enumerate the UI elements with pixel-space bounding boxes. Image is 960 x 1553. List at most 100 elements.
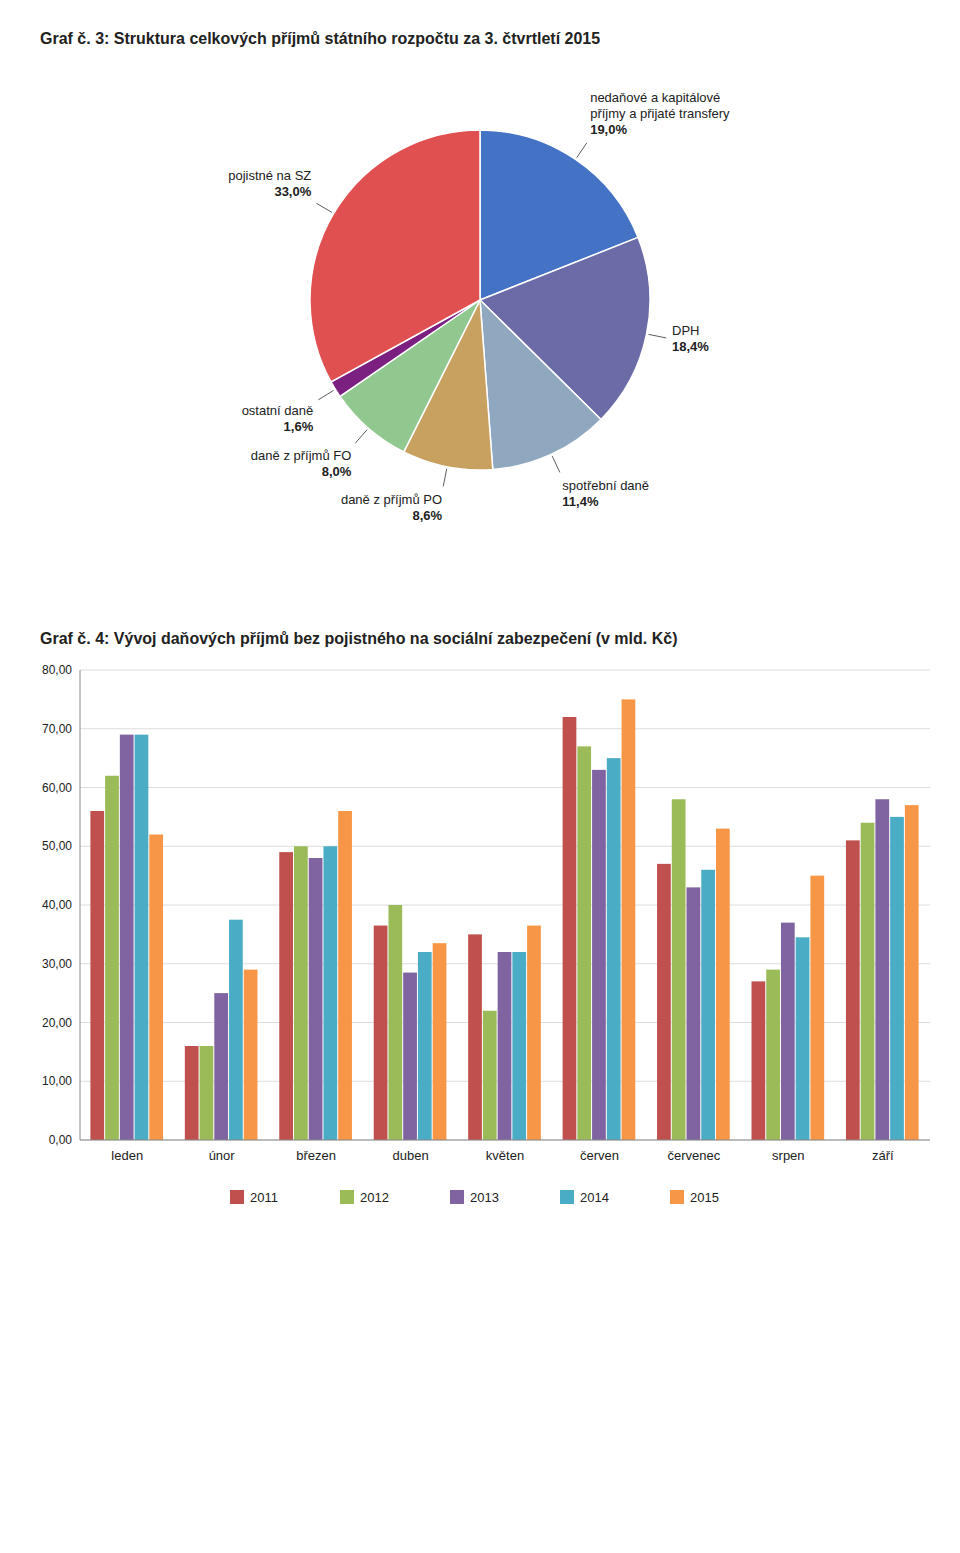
bar	[279, 852, 293, 1140]
legend-entry: 2014	[580, 1190, 609, 1205]
y-tick-label: 40,00	[42, 898, 72, 912]
legend-swatch	[560, 1190, 574, 1204]
legend-swatch	[340, 1190, 354, 1204]
bar	[90, 811, 104, 1140]
data-label: 33,0%	[274, 184, 311, 199]
bar	[890, 817, 904, 1140]
bar	[592, 770, 606, 1140]
bar	[418, 952, 432, 1140]
pie-slice	[310, 130, 480, 382]
bar	[388, 905, 402, 1140]
x-tick-label: březen	[296, 1148, 336, 1163]
chart-canvas: Graf č. 3: Struktura celkových příjmů st…	[0, 0, 960, 1553]
pie-slices	[310, 130, 650, 470]
bar	[752, 981, 766, 1140]
grid-line	[80, 846, 930, 847]
data-label: 8,6%	[412, 508, 442, 523]
bar	[846, 840, 860, 1140]
slice-label: nedaňové a kapitálovépříjmy a přijaté tr…	[590, 90, 730, 121]
legend-swatch	[230, 1190, 244, 1204]
bar	[120, 735, 134, 1140]
x-tick-label: leden	[111, 1148, 143, 1163]
bar	[214, 993, 228, 1140]
leader-line	[443, 469, 446, 487]
legend-swatch	[450, 1190, 464, 1204]
bar	[716, 829, 730, 1140]
legend-entry: 2015	[690, 1190, 719, 1205]
leader-line	[318, 390, 333, 399]
bar	[135, 735, 149, 1140]
data-label: 18,4%	[672, 339, 709, 354]
x-tick-label: květen	[486, 1148, 524, 1163]
legend-entry: 2011	[250, 1190, 278, 1205]
legend-entry: 2013	[470, 1190, 499, 1205]
chart-title: Graf č. 4: Vývoj daňových příjmů bez poj…	[40, 630, 677, 647]
y-tick-label: 60,00	[42, 781, 72, 795]
slice-label: ostatní daně	[242, 403, 314, 418]
x-tick-label: září	[872, 1148, 894, 1163]
bar	[149, 835, 163, 1141]
bar	[309, 858, 323, 1140]
y-tick-label: 70,00	[42, 722, 72, 736]
x-tick-label: srpen	[772, 1148, 805, 1163]
leader-line	[577, 143, 587, 158]
bar	[229, 920, 243, 1140]
slice-label: daně z příjmů PO	[341, 492, 442, 507]
bar	[701, 870, 715, 1140]
grid-line	[80, 1140, 930, 1141]
data-label: 19,0%	[590, 122, 627, 137]
bar	[105, 776, 119, 1140]
bar	[687, 887, 701, 1140]
bar	[512, 952, 526, 1140]
bar	[498, 952, 512, 1140]
y-tick-label: 10,00	[42, 1074, 72, 1088]
bar	[905, 805, 919, 1140]
grid-line	[80, 787, 930, 788]
x-tick-label: červen	[580, 1148, 619, 1163]
bars	[90, 699, 918, 1140]
page: {"chart_data": [ {"type": "pie", "title"…	[0, 0, 960, 1553]
slice-label: DPH	[672, 323, 699, 338]
y-axis-line	[80, 670, 81, 1140]
bar	[577, 746, 591, 1140]
bar	[766, 970, 780, 1140]
bar	[563, 717, 577, 1140]
bar	[810, 876, 824, 1140]
y-tick-label: 30,00	[42, 957, 72, 971]
legend-swatch	[670, 1190, 684, 1204]
y-axis: 0,0010,0020,0030,0040,0050,0060,0070,008…	[42, 663, 930, 1147]
y-tick-label: 20,00	[42, 1016, 72, 1030]
y-tick-label: 80,00	[42, 663, 72, 677]
bar	[403, 973, 417, 1140]
bar	[527, 926, 541, 1140]
leader-line	[649, 334, 667, 338]
legend-entry: 2012	[360, 1190, 389, 1205]
bar	[374, 926, 388, 1140]
bar	[672, 799, 686, 1140]
grid-line	[80, 728, 930, 729]
bar	[244, 970, 258, 1140]
bar	[294, 846, 308, 1140]
x-tick-label: únor	[209, 1148, 236, 1163]
bar	[323, 846, 337, 1140]
chart-title: Graf č. 3: Struktura celkových příjmů st…	[40, 30, 600, 47]
bar	[607, 758, 621, 1140]
pie-slice	[480, 300, 601, 470]
x-tick-label: duben	[392, 1148, 428, 1163]
bar	[796, 937, 810, 1140]
y-tick-label: 50,00	[42, 839, 72, 853]
slice-label: spotřební daně	[562, 478, 649, 493]
x-tick-label: červenec	[668, 1148, 721, 1163]
leader-line	[316, 203, 331, 212]
bar	[200, 1046, 214, 1140]
slice-label: pojistné na SZ	[228, 168, 311, 183]
bar	[338, 811, 352, 1140]
bar	[622, 699, 636, 1140]
bar	[483, 1011, 497, 1140]
leader-line	[552, 456, 560, 472]
bar	[781, 923, 795, 1140]
slice-label: daně z příjmů FO	[251, 448, 351, 463]
bar	[861, 823, 875, 1140]
grid-line	[80, 905, 930, 906]
legend: 2011 2012 2013 2014 2015	[230, 1190, 719, 1205]
